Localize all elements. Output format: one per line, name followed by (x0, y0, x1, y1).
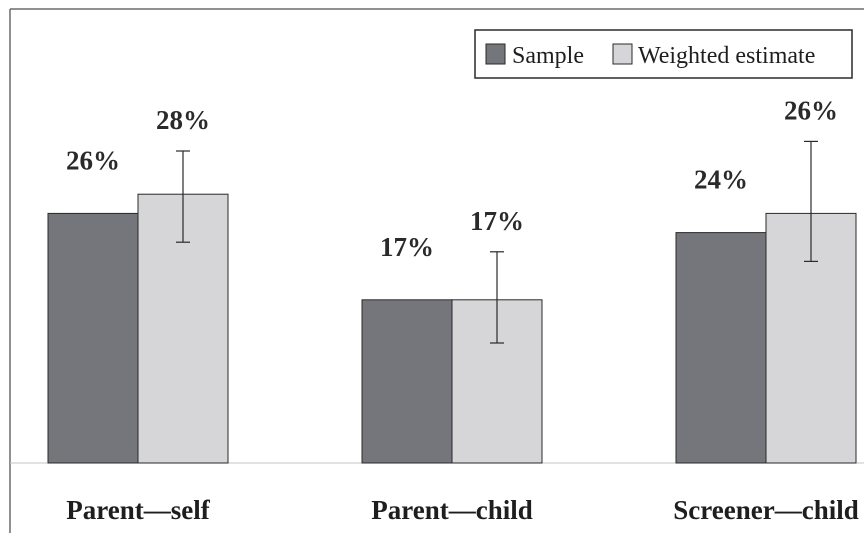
value-label-weighted-estimate-screener-child: 26% (784, 95, 838, 125)
bar-sample-screener-child (675, 232, 767, 464)
legend-swatch-sample (485, 43, 506, 65)
value-label-sample-parent-self: 26% (66, 145, 120, 175)
category-label-parent-self: Parent—self (66, 495, 210, 525)
legend-box (474, 29, 853, 79)
legend-label-sample: Sample (512, 43, 584, 69)
legend-label-weighted-estimate: Weighted estimate (638, 43, 815, 69)
value-label-weighted-estimate-parent-self: 28% (156, 105, 210, 135)
category-labels-group: Parent—self Parent—child Screener—child (66, 495, 858, 525)
legend: Sample Weighted estimate (474, 29, 853, 79)
category-label-screener-child: Screener—child (673, 495, 858, 525)
value-labels-group: 26% 28% 17% 17% 24% 26% (66, 95, 838, 261)
legend-swatch-weighted-estimate (612, 43, 633, 65)
bar-sample-parent-child (361, 299, 453, 464)
value-label-weighted-estimate-parent-child: 17% (470, 206, 524, 236)
category-label-parent-child: Parent—child (371, 495, 533, 525)
value-label-sample-screener-child: 24% (694, 165, 748, 195)
value-label-sample-parent-child: 17% (380, 232, 434, 262)
bar-sample-parent-self (47, 212, 139, 464)
error-bars-group (176, 140, 818, 344)
